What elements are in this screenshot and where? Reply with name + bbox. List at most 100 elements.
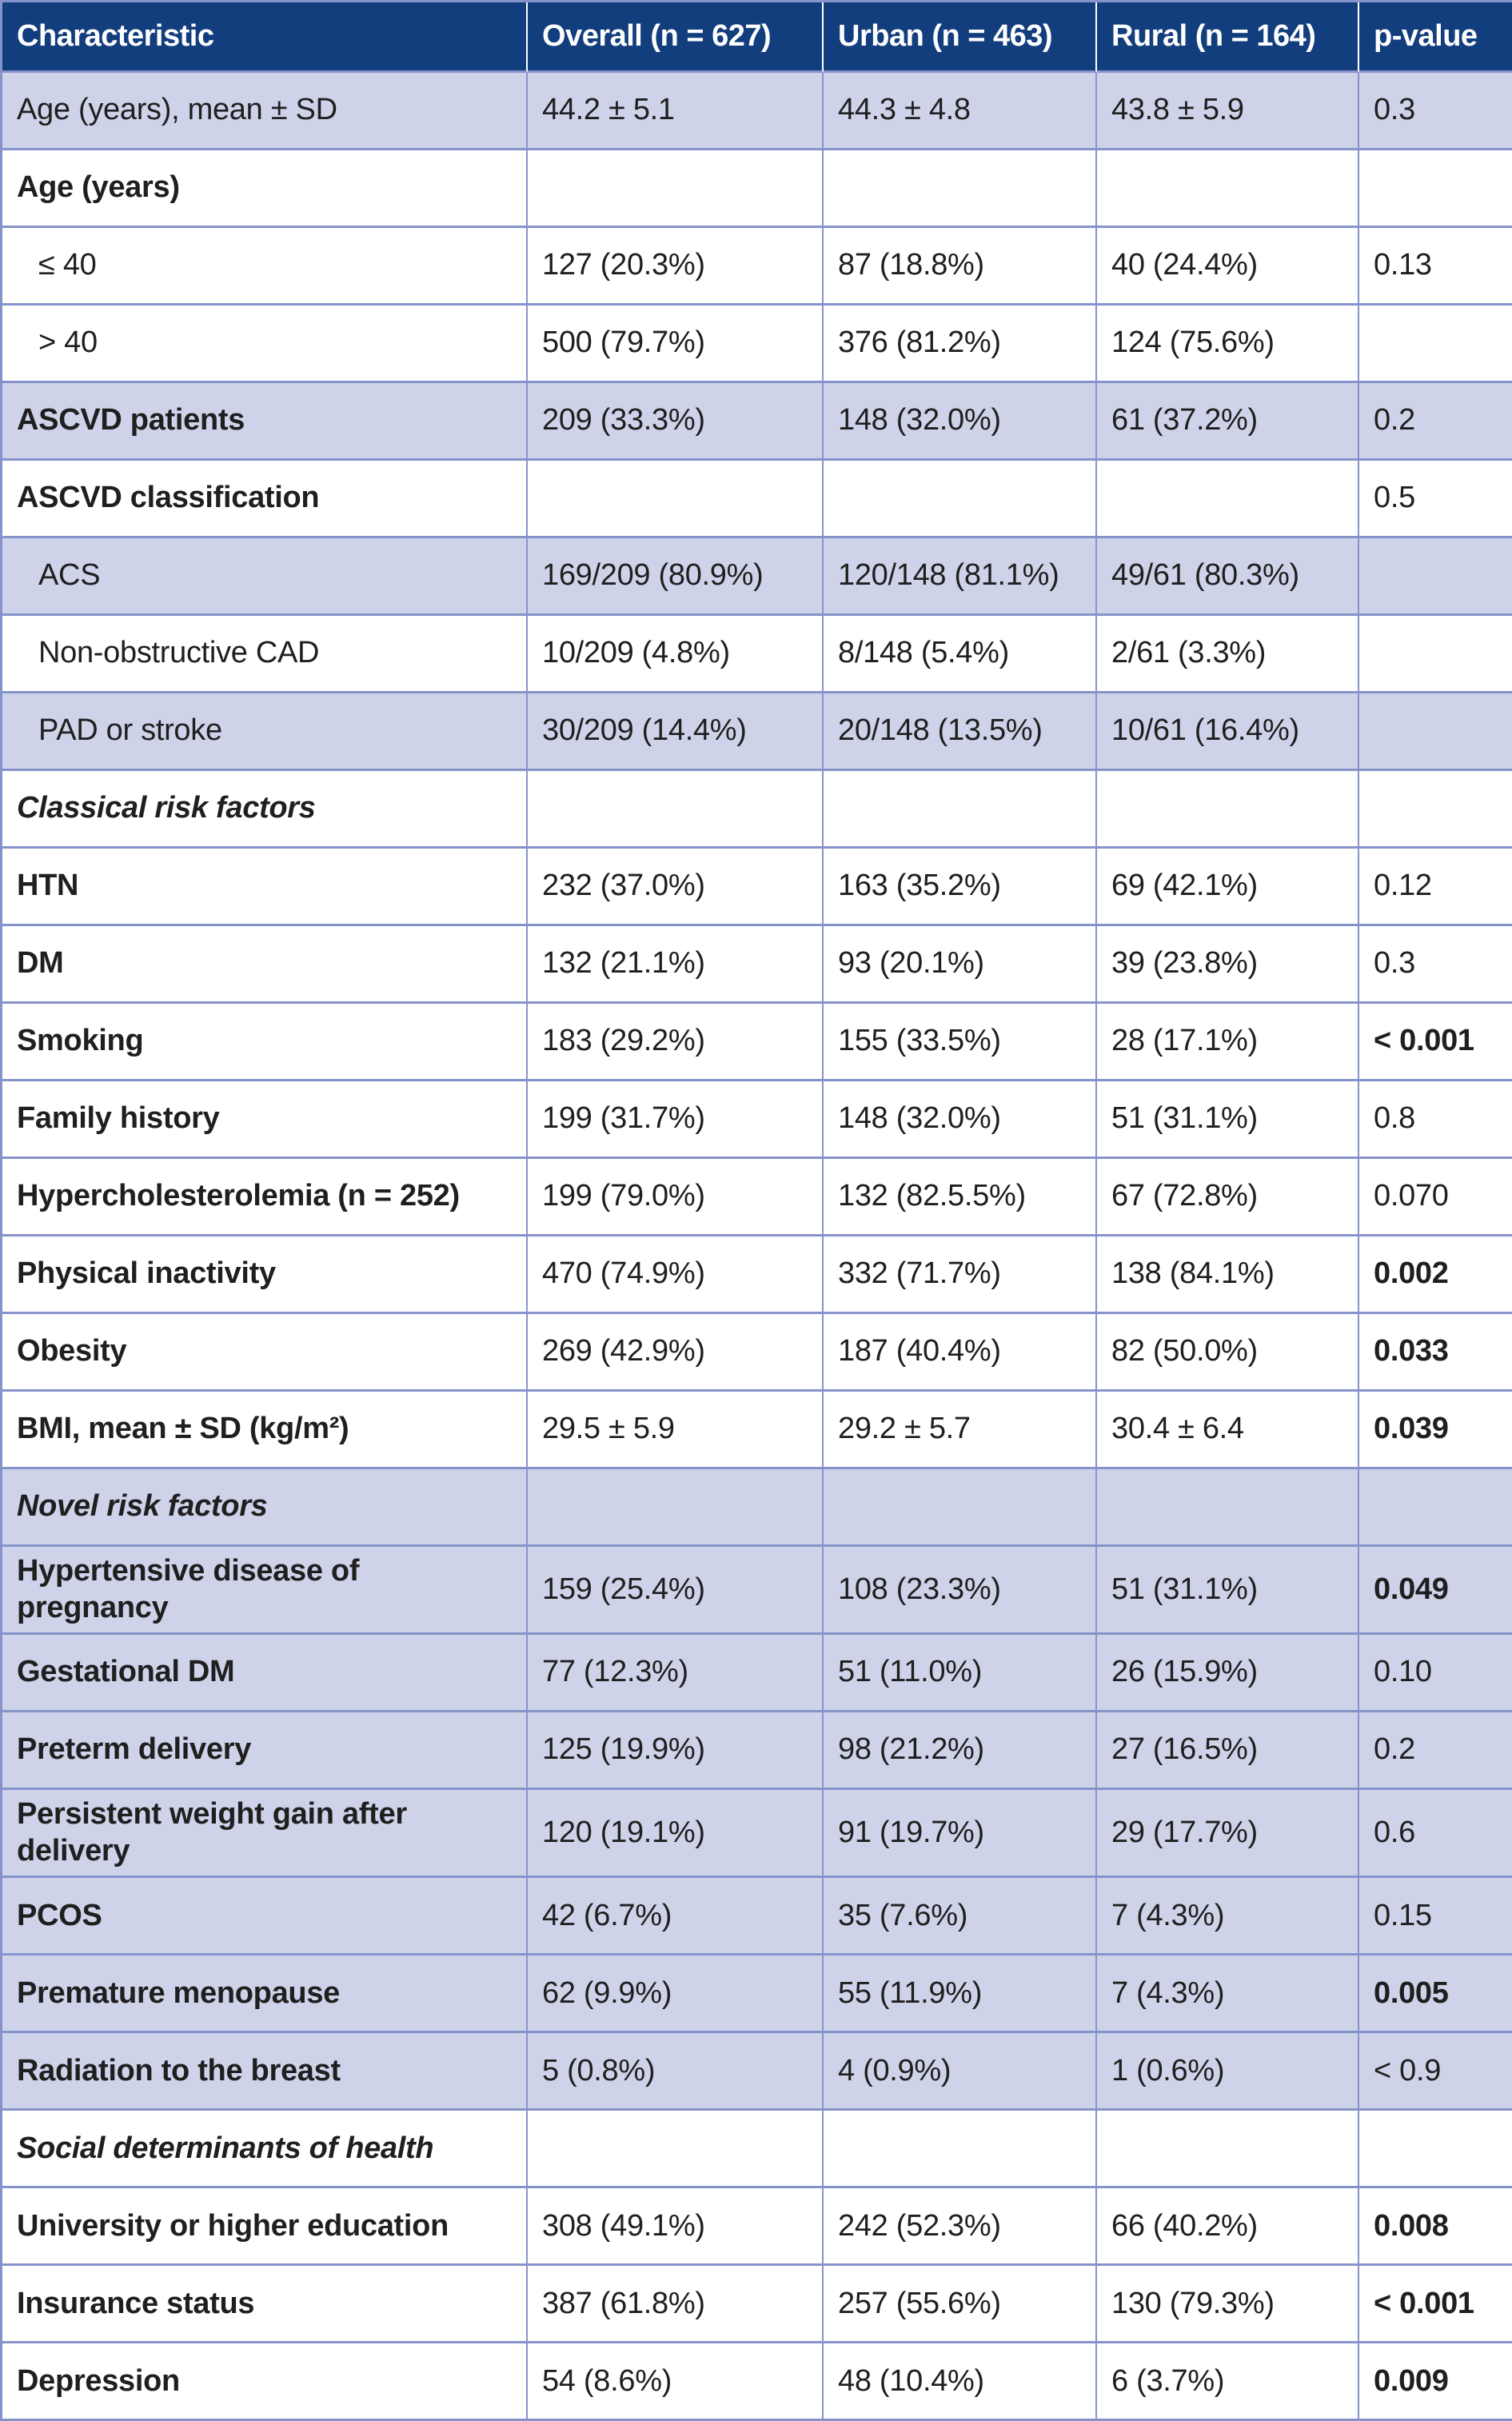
rural-cell: 1 (0.6%) <box>1097 2033 1359 2111</box>
p-value-cell: 0.033 <box>1359 1314 1512 1392</box>
urban-cell <box>824 461 1097 538</box>
table-row: Preterm delivery 125 (19.9%) 98 (21.2%) … <box>2 1712 1512 1791</box>
p-value-cell: 0.10 <box>1359 1635 1512 1713</box>
row-label-cell: Gestational DM <box>2 1635 528 1713</box>
rural-cell: 28 (17.1%) <box>1097 1004 1359 1081</box>
col-header-overall: Overall (n = 627) <box>528 2 824 73</box>
urban-cell: 44.3 ± 4.8 <box>824 73 1097 150</box>
p-value-cell: < 0.001 <box>1359 2266 1512 2344</box>
p-value-cell: 0.2 <box>1359 383 1512 461</box>
rural-cell: 51 (31.1%) <box>1097 1547 1359 1636</box>
p-value-cell: 0.6 <box>1359 1790 1512 1879</box>
p-value-cell: 0.002 <box>1359 1236 1512 1314</box>
table-row: Hypertensive disease of pregnancy 159 (2… <box>2 1547 1512 1636</box>
urban-cell: 93 (20.1%) <box>824 926 1097 1004</box>
table-row: Physical inactivity 470 (74.9%) 332 (71.… <box>2 1236 1512 1314</box>
rural-cell: 10/61 (16.4%) <box>1097 693 1359 771</box>
urban-cell: 120/148 (81.1%) <box>824 538 1097 616</box>
overall-cell <box>528 461 824 538</box>
row-label-cell: Classical risk factors <box>2 771 528 849</box>
table-row: Hypercholesterolemia (n = 252) 199 (79.0… <box>2 1159 1512 1236</box>
urban-cell: 132 (82.5.5%) <box>824 1159 1097 1236</box>
overall-cell: 500 (79.7%) <box>528 306 824 383</box>
table-row: Depression 54 (8.6%) 48 (10.4%) 6 (3.7%)… <box>2 2343 1512 2419</box>
col-header-p-value: p-value <box>1359 2 1512 73</box>
table-row: ≤ 40 127 (20.3%) 87 (18.8%) 40 (24.4%) 0… <box>2 228 1512 306</box>
urban-cell: 35 (7.6%) <box>824 1878 1097 1956</box>
rural-cell: 49/61 (80.3%) <box>1097 538 1359 616</box>
rural-cell: 61 (37.2%) <box>1097 383 1359 461</box>
p-value-cell <box>1359 771 1512 849</box>
p-value-cell: < 0.001 <box>1359 1004 1512 1081</box>
row-label-cell: Depression <box>2 2343 528 2419</box>
row-label-cell: Social determinants of health <box>2 2111 528 2189</box>
p-value-cell <box>1359 2111 1512 2189</box>
urban-cell: 51 (11.0%) <box>824 1635 1097 1713</box>
table-row: ASCVD classification 0.5 <box>2 461 1512 538</box>
overall-cell <box>528 1469 824 1547</box>
p-value-cell: 0.009 <box>1359 2343 1512 2419</box>
rural-cell: 2/61 (3.3%) <box>1097 616 1359 693</box>
rural-cell <box>1097 771 1359 849</box>
urban-cell: 108 (23.3%) <box>824 1547 1097 1636</box>
urban-cell <box>824 150 1097 228</box>
row-label-cell: HTN <box>2 849 528 926</box>
p-value-cell <box>1359 1469 1512 1547</box>
row-label-cell: Radiation to the breast <box>2 2033 528 2111</box>
table-row: University or higher education 308 (49.1… <box>2 2188 1512 2267</box>
urban-cell: 8/148 (5.4%) <box>824 616 1097 693</box>
rural-cell: 124 (75.6%) <box>1097 306 1359 383</box>
urban-cell: 155 (33.5%) <box>824 1004 1097 1081</box>
p-value-cell <box>1359 150 1512 228</box>
p-value-cell <box>1359 616 1512 693</box>
p-value-cell: 0.070 <box>1359 1159 1512 1236</box>
row-label-cell: PAD or stroke <box>2 693 528 771</box>
p-value-cell: < 0.9 <box>1359 2033 1512 2111</box>
urban-cell: 187 (40.4%) <box>824 1314 1097 1392</box>
row-label-cell: Physical inactivity <box>2 1236 528 1314</box>
table-row: HTN 232 (37.0%) 163 (35.2%) 69 (42.1%) 0… <box>2 849 1512 926</box>
rural-cell: 69 (42.1%) <box>1097 849 1359 926</box>
overall-cell <box>528 150 824 228</box>
row-label-cell: University or higher education <box>2 2188 528 2267</box>
urban-cell: 332 (71.7%) <box>824 1236 1097 1314</box>
row-label-cell: BMI, mean ± SD (kg/m²) <box>2 1392 528 1469</box>
overall-cell: 183 (29.2%) <box>528 1004 824 1081</box>
rural-cell: 67 (72.8%) <box>1097 1159 1359 1236</box>
row-label-cell: Preterm delivery <box>2 1712 528 1791</box>
table-row: Age (years), mean ± SD 44.2 ± 5.1 44.3 ±… <box>2 73 1512 150</box>
urban-cell: 98 (21.2%) <box>824 1712 1097 1791</box>
rural-cell: 43.8 ± 5.9 <box>1097 73 1359 150</box>
overall-cell: 44.2 ± 5.1 <box>528 73 824 150</box>
col-header-urban: Urban (n = 463) <box>824 2 1097 73</box>
row-label-cell: Non-obstructive CAD <box>2 616 528 693</box>
overall-cell: 132 (21.1%) <box>528 926 824 1004</box>
row-label-cell: Premature menopause <box>2 1956 528 2034</box>
p-value-cell: 0.039 <box>1359 1392 1512 1469</box>
table-row: Persistent weight gain after delivery 12… <box>2 1790 1512 1879</box>
p-value-cell: 0.005 <box>1359 1956 1512 2034</box>
row-label-cell: ASCVD classification <box>2 461 528 538</box>
table-row: ACS 169/209 (80.9%) 120/148 (81.1%) 49/6… <box>2 538 1512 616</box>
overall-cell: 232 (37.0%) <box>528 849 824 926</box>
overall-cell <box>528 771 824 849</box>
overall-cell: 5 (0.8%) <box>528 2033 824 2111</box>
table-row: Novel risk factors <box>2 1469 1512 1547</box>
p-value-cell: 0.3 <box>1359 73 1512 150</box>
overall-cell <box>528 2111 824 2189</box>
rural-cell <box>1097 1469 1359 1547</box>
urban-cell: 55 (11.9%) <box>824 1956 1097 2034</box>
urban-cell: 163 (35.2%) <box>824 849 1097 926</box>
rural-cell: 7 (4.3%) <box>1097 1878 1359 1956</box>
col-header-characteristic: Characteristic <box>2 2 528 73</box>
p-value-cell: 0.13 <box>1359 228 1512 306</box>
overall-cell: 42 (6.7%) <box>528 1878 824 1956</box>
p-value-cell: 0.049 <box>1359 1547 1512 1636</box>
row-label-cell: Persistent weight gain after delivery <box>2 1790 528 1879</box>
rural-cell: 51 (31.1%) <box>1097 1081 1359 1159</box>
rural-cell: 138 (84.1%) <box>1097 1236 1359 1314</box>
rural-cell: 7 (4.3%) <box>1097 1956 1359 2034</box>
urban-cell: 148 (32.0%) <box>824 1081 1097 1159</box>
table-row: BMI, mean ± SD (kg/m²) 29.5 ± 5.9 29.2 ±… <box>2 1392 1512 1469</box>
